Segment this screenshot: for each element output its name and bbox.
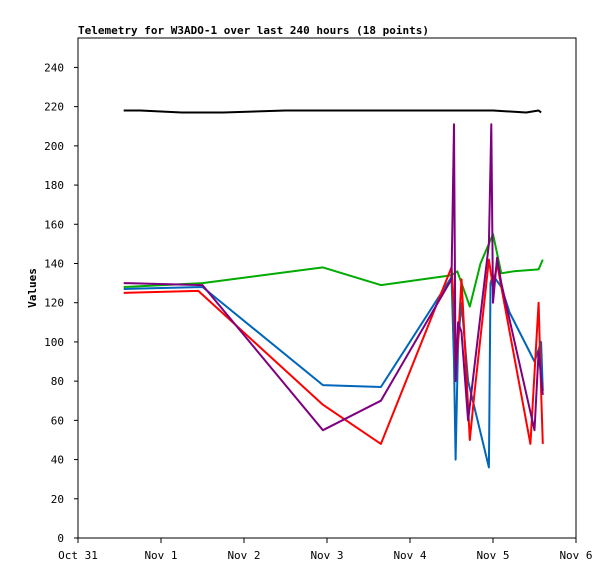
y-tick-label: 160 [44,218,64,231]
y-axis: 0 20 40 60 80 100 120 140 160 180 200 220 240 [44,61,78,545]
series-line-1 [123,233,544,308]
y-tick-label: 60 [51,414,64,427]
y-tick-label: 0 [57,532,64,545]
y-tick-label: 140 [44,257,64,270]
y-tick-label: 120 [44,297,64,310]
y-tick-label: 220 [44,101,64,114]
y-tick-label: 200 [44,140,64,153]
chart-title: Telemetry for W3ADO-1 over last 240 hour… [78,24,429,37]
y-tick-label: 240 [44,61,64,74]
x-tick-label: Nov 3 [310,549,343,562]
series-line-2 [123,274,544,469]
x-axis: Oct 31 Nov 1 Nov 2 Nov 3 Nov 4 Nov 5 Nov 6 [58,538,593,562]
x-tick-label: Nov 2 [227,549,260,562]
series-line-4 [123,123,544,432]
x-tick-label: Nov 5 [476,549,509,562]
series-layer [123,109,544,469]
y-tick-label: 20 [51,493,64,506]
x-tick-label: Nov 6 [559,549,592,562]
y-tick-label: 100 [44,336,64,349]
x-tick-label: Nov 4 [393,549,426,562]
y-tick-label: 80 [51,375,64,388]
y-tick-label: 40 [51,454,64,467]
series-line-3 [123,258,544,445]
x-tick-label: Nov 1 [144,549,177,562]
series-line-0 [123,109,542,114]
y-tick-label: 180 [44,179,64,192]
x-tick-label: Oct 31 [58,549,98,562]
y-axis-label: Values [26,268,39,308]
